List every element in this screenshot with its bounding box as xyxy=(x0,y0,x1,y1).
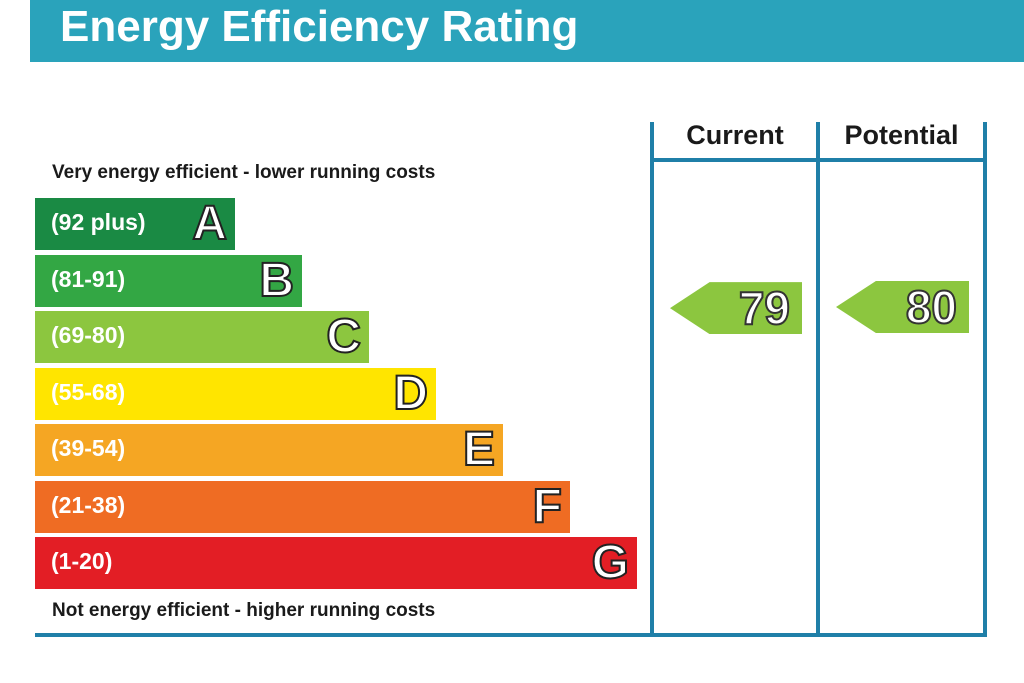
band-f-letter: F xyxy=(532,479,563,534)
band-b: (81-91) B xyxy=(35,253,302,308)
band-b-letter: B xyxy=(258,253,295,308)
potential-rating-value: 80 xyxy=(905,281,958,333)
band-g-letter: G xyxy=(591,535,630,590)
band-g-range: (1-20) xyxy=(51,548,113,574)
band-a-range: (92 plus) xyxy=(51,209,146,235)
title-bar: Energy Efficiency Rating xyxy=(30,0,1024,62)
top-note: Very energy efficient - lower running co… xyxy=(52,162,436,183)
band-e: (39-54) E xyxy=(35,422,503,477)
current-rating-value: 79 xyxy=(738,282,791,335)
band-f-range: (21-38) xyxy=(51,491,126,518)
current-column-header: Current xyxy=(686,120,784,150)
band-d-letter: D xyxy=(392,366,429,421)
chart-title: Energy Efficiency Rating xyxy=(60,2,579,51)
band-c-letter: C xyxy=(325,309,362,364)
band-f: (21-38) F xyxy=(35,479,570,534)
band-d: (55-68) D xyxy=(35,366,436,421)
bottom-note: Not energy efficient - higher running co… xyxy=(52,600,436,621)
band-g: (1-20) G xyxy=(35,535,637,590)
band-e-range: (39-54) xyxy=(51,435,126,461)
potential-column-header: Potential xyxy=(844,120,959,150)
band-b-range: (81-91) xyxy=(51,265,126,292)
band-c-range: (69-80) xyxy=(51,322,126,348)
band-a: (92 plus) A xyxy=(35,196,235,251)
band-c: (69-80) C xyxy=(35,309,369,364)
band-e-letter: E xyxy=(462,422,496,477)
band-d-range: (55-68) xyxy=(51,378,126,405)
band-a-letter: A xyxy=(191,196,228,251)
